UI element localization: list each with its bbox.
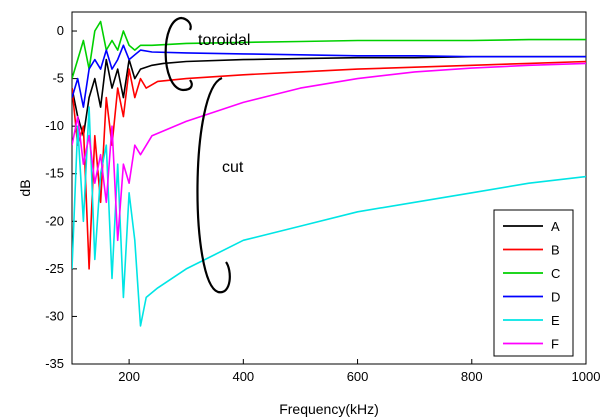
- y-tick-label: -25: [45, 261, 64, 276]
- legend-label-B: B: [551, 243, 560, 258]
- y-tick-label: -30: [45, 308, 64, 323]
- toroidal-bracket: [164, 16, 193, 92]
- x-tick-label: 200: [118, 369, 140, 384]
- legend-label-E: E: [551, 313, 560, 328]
- y-tick-label: -35: [45, 356, 64, 371]
- legend-label-A: A: [551, 219, 560, 234]
- y-tick-label: -10: [45, 118, 64, 133]
- series-line-C: [72, 20, 586, 79]
- series-line-B: [72, 60, 586, 270]
- y-tick-label: -5: [52, 71, 64, 86]
- legend-label-D: D: [551, 290, 560, 305]
- series-line-A: [72, 55, 586, 137]
- cut-label: cut: [222, 159, 244, 176]
- series-line-D: [72, 44, 586, 108]
- x-tick-label: 800: [461, 369, 483, 384]
- legend-label-C: C: [551, 266, 560, 281]
- y-tick-label: -15: [45, 166, 64, 181]
- x-tick-label: 400: [232, 369, 254, 384]
- y-tick-label: -20: [45, 213, 64, 228]
- cut-bracket: [196, 76, 231, 294]
- y-axis-label: dB: [17, 179, 33, 196]
- x-axis-label: Frequency(kHz): [279, 401, 379, 417]
- toroidal-label: toroidal: [198, 32, 250, 49]
- series-line-F: [72, 62, 586, 242]
- legend-box: [493, 209, 574, 357]
- y-axis: 0 -5 -10 -15 -20 -25 -30 -35: [45, 23, 77, 371]
- series-layer: [72, 20, 586, 327]
- x-axis: 200 400 600 800 1000: [118, 359, 600, 384]
- series-line-E: [72, 106, 586, 327]
- x-tick-label: 1000: [572, 369, 601, 384]
- x-tick-label: 600: [347, 369, 369, 384]
- y-tick-label: 0: [57, 23, 64, 38]
- legend-label-F: F: [551, 337, 559, 352]
